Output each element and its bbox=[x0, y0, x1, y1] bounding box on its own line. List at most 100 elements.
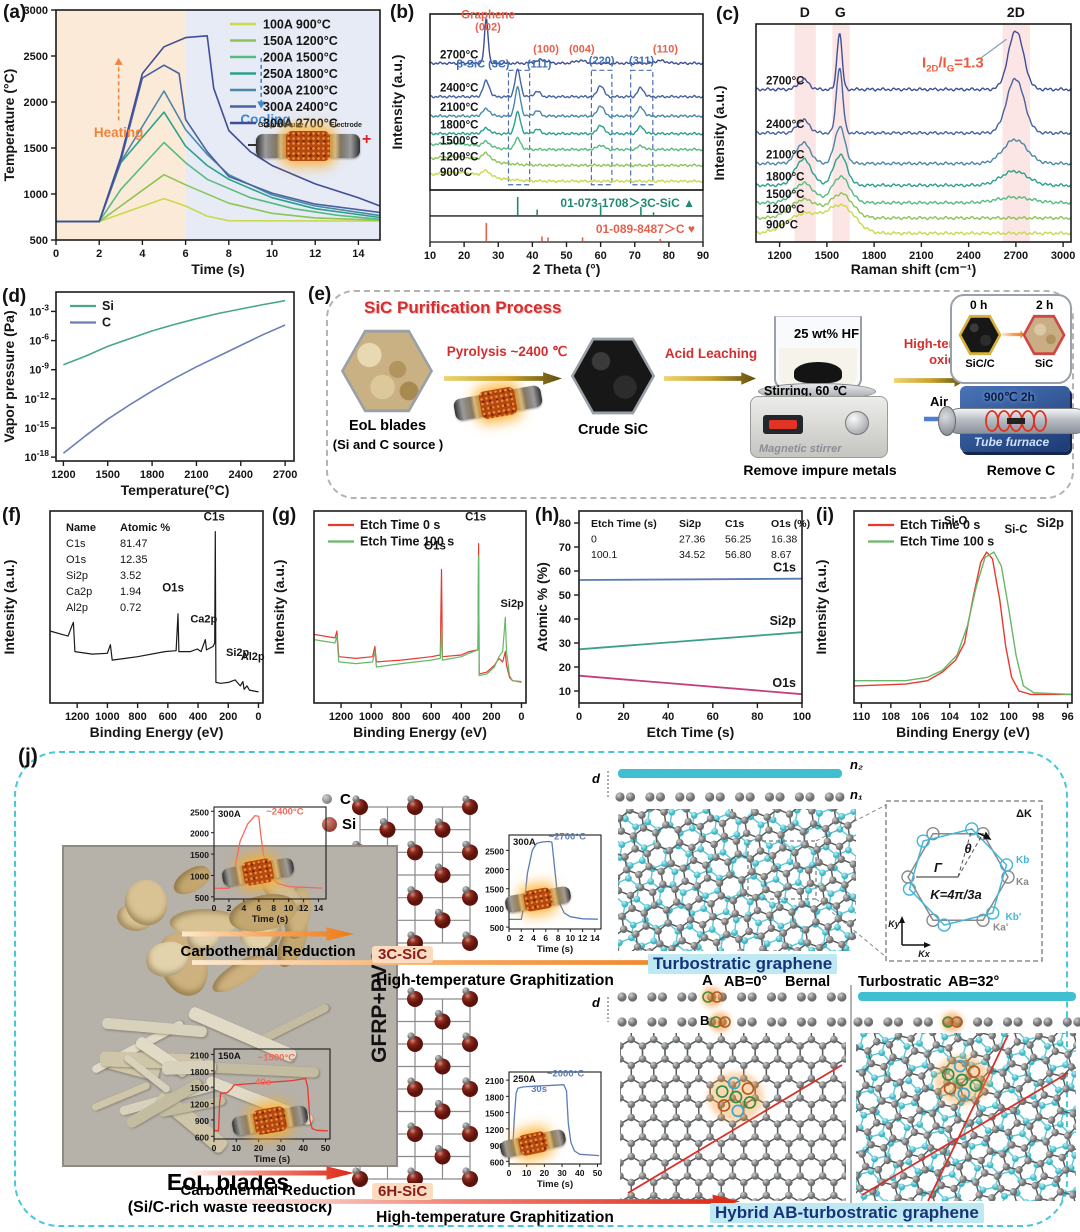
svg-text:34.52: 34.52 bbox=[679, 549, 705, 561]
eol-subcaption: (Si and C source ) bbox=[332, 437, 444, 452]
svg-text:Γ: Γ bbox=[934, 860, 943, 875]
gfrp-pvc-label: GFRP+PVC bbox=[368, 949, 391, 1063]
svg-text:4: 4 bbox=[139, 248, 146, 260]
oxidation-inset: 0 h 2 h SiC/C SiC bbox=[950, 294, 1072, 384]
svg-text:Si2p: Si2p bbox=[66, 570, 88, 582]
stirrer-knob bbox=[845, 411, 869, 435]
svg-text:14: 14 bbox=[352, 248, 365, 260]
svg-text:Raman shift (cm⁻¹): Raman shift (cm⁻¹) bbox=[851, 261, 977, 277]
svg-text:60: 60 bbox=[559, 566, 571, 578]
svg-text:Etch Time 100 s: Etch Time 100 s bbox=[900, 535, 994, 549]
turbostratic-graphene-label: Turbostratic graphene bbox=[648, 954, 838, 974]
t0-label: 0 h bbox=[970, 298, 988, 312]
panel-c-chart: 900°C 1200°C 1500°C 1800°C 2100°C 2400°C 2700°… bbox=[711, 4, 1075, 277]
air-label: Air bbox=[930, 394, 949, 409]
sic-photo bbox=[1025, 317, 1063, 353]
svg-text:Intensity (a.u.): Intensity (a.u.) bbox=[271, 560, 287, 655]
svg-text:1000: 1000 bbox=[190, 871, 209, 881]
sic-3c-label: 3C-SiC bbox=[372, 946, 434, 963]
svg-text:1000: 1000 bbox=[95, 711, 119, 723]
svg-text:30: 30 bbox=[492, 250, 504, 262]
svg-text:80: 80 bbox=[559, 518, 571, 530]
svg-text:1200: 1200 bbox=[65, 711, 89, 723]
stirrer-label: Magnetic stirrer bbox=[759, 443, 842, 455]
sic-caption: SiC bbox=[1034, 358, 1054, 370]
svg-text:Ka: Ka bbox=[1016, 877, 1029, 888]
svg-text:2400°C: 2400°C bbox=[440, 83, 479, 95]
svg-text:Intensity (a.u.): Intensity (a.u.) bbox=[1, 560, 17, 655]
crude-sic-caption: Crude SiC bbox=[577, 422, 649, 438]
svg-text:1200: 1200 bbox=[51, 469, 75, 481]
svg-text:1200°C: 1200°C bbox=[440, 151, 479, 163]
sic-6h-label: 6H-SiC bbox=[372, 1183, 434, 1200]
svg-text:O1s: O1s bbox=[162, 583, 184, 595]
svg-text:70: 70 bbox=[559, 542, 571, 554]
svg-text:C1s: C1s bbox=[773, 561, 796, 575]
process-border bbox=[326, 290, 1074, 499]
svg-text:D: D bbox=[800, 4, 810, 20]
svg-text:102: 102 bbox=[970, 711, 988, 723]
svg-text:(220): (220) bbox=[589, 55, 615, 67]
svg-text:14: 14 bbox=[314, 903, 324, 913]
svg-text:40: 40 bbox=[526, 250, 538, 262]
svg-text:2100°C: 2100°C bbox=[440, 102, 479, 114]
pyrolysis-label: Pyrolysis ~2400 ℃ bbox=[446, 344, 568, 359]
svg-text:100: 100 bbox=[793, 711, 811, 723]
svg-text:2100: 2100 bbox=[184, 469, 208, 481]
svg-text:2400°C: 2400°C bbox=[766, 119, 805, 131]
svg-text:81.47: 81.47 bbox=[120, 538, 148, 550]
svg-text:O1s (%): O1s (%) bbox=[771, 518, 810, 530]
svg-text:β-SiC (3C): β-SiC (3C) bbox=[456, 59, 509, 71]
svg-text:250A 1800°C: 250A 1800°C bbox=[263, 67, 338, 81]
a-site-label: A bbox=[702, 972, 713, 989]
svg-text:Etch Time 100 s: Etch Time 100 s bbox=[360, 535, 454, 549]
svg-text:C1s: C1s bbox=[204, 512, 225, 524]
svg-text:10-3: 10-3 bbox=[29, 302, 49, 318]
svg-text:2700°C: 2700°C bbox=[440, 49, 479, 61]
svg-text:Al2p: Al2p bbox=[66, 602, 88, 614]
panel-i: (i) 110 108 106 104 102 100 98 96 Binding Energy… bbox=[812, 503, 1080, 745]
svg-text:27.36: 27.36 bbox=[679, 534, 705, 546]
svg-text:Binding Energy (eV): Binding Energy (eV) bbox=[353, 724, 487, 740]
svg-text:Intensity (a.u.): Intensity (a.u.) bbox=[389, 55, 405, 150]
svg-text:1000: 1000 bbox=[359, 711, 383, 723]
svg-text:80: 80 bbox=[663, 250, 675, 262]
panel-j-border bbox=[14, 751, 1068, 1227]
svg-text:ΔK: ΔK bbox=[1016, 808, 1032, 820]
carbon-atom-icon bbox=[322, 794, 332, 804]
panel-b: (b) 900°C 1200°C 1500°C 1800°C 2100°C 2400°C 2… bbox=[388, 0, 710, 282]
panel-h-chart: C1s Si2p O1s 0 20 40 60 80 100 10 20 30 40 50 60 70 80 Et… bbox=[534, 510, 811, 740]
svg-text:0: 0 bbox=[591, 534, 597, 546]
svg-text:Ca2p: Ca2p bbox=[190, 613, 217, 625]
svg-text:(111): (111) bbox=[527, 59, 552, 71]
plus-terminal: + bbox=[362, 131, 372, 148]
svg-text:300A 2400°C: 300A 2400°C bbox=[263, 100, 338, 114]
panel-f-label: (f) bbox=[2, 505, 21, 526]
svg-text:Si2p: Si2p bbox=[1037, 515, 1065, 530]
svg-text:1500: 1500 bbox=[95, 469, 119, 481]
svg-text:Ka': Ka' bbox=[993, 923, 1008, 934]
svg-text:1500: 1500 bbox=[24, 143, 48, 155]
svg-text:100: 100 bbox=[999, 711, 1017, 723]
svg-text:30: 30 bbox=[559, 638, 571, 650]
svg-text:100A 900°C: 100A 900°C bbox=[263, 18, 331, 32]
svg-text:Graphene: Graphene bbox=[461, 9, 515, 21]
svg-text:Atomic % (%): Atomic % (%) bbox=[534, 562, 550, 651]
svg-text:C: C bbox=[102, 316, 111, 330]
svg-text:10-6: 10-6 bbox=[29, 332, 49, 348]
svg-text:Etch Time 0 s: Etch Time 0 s bbox=[360, 518, 440, 532]
panel-d-chart: 1200 1500 1800 2100 2400 2700 10-3 10-6 10-9 10-1… bbox=[1, 291, 297, 498]
ab0-label: AB=0° bbox=[724, 974, 768, 990]
svg-text:1800°C: 1800°C bbox=[766, 171, 805, 183]
svg-text:2: 2 bbox=[227, 903, 232, 913]
svg-text:Ky: Ky bbox=[888, 919, 900, 929]
process-title: SiC Purification Process bbox=[364, 298, 562, 317]
panel-g-chart: 1200 1000 800 600 400 200 0 Binding Energy (eV)… bbox=[271, 510, 527, 740]
svg-text:4: 4 bbox=[241, 903, 246, 913]
furnace-caption: Remove C bbox=[986, 462, 1056, 478]
svg-text:Name: Name bbox=[66, 522, 96, 534]
svg-text:1800: 1800 bbox=[862, 250, 886, 262]
